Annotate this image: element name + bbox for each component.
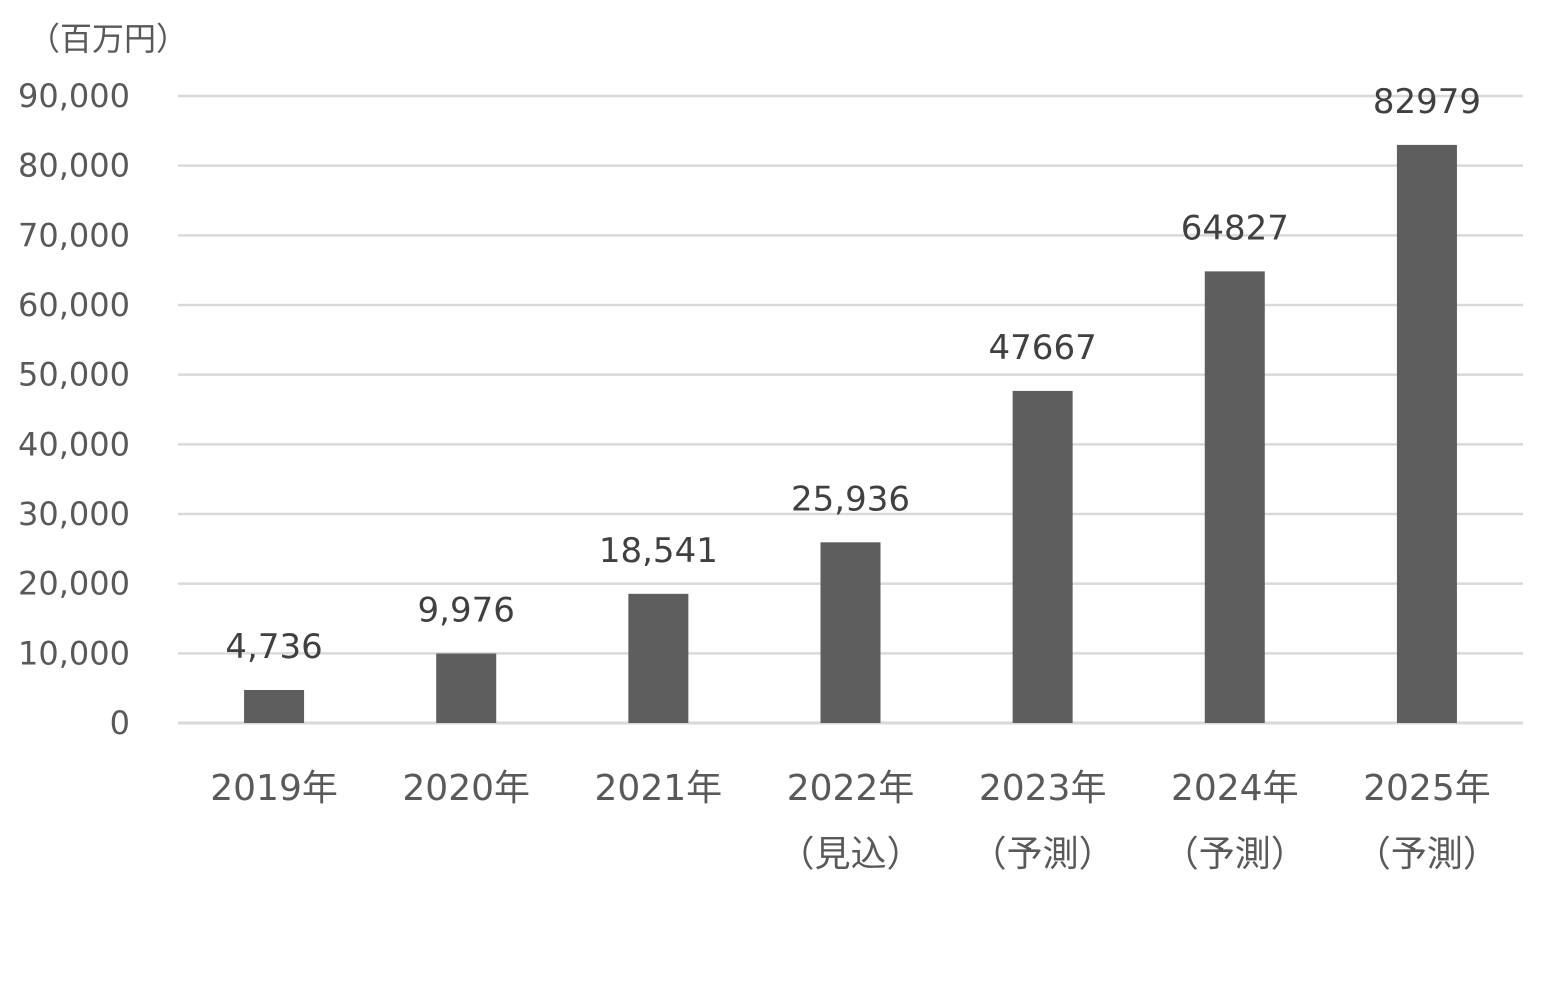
data-label: 9,976 [418, 591, 515, 631]
category-label: 2024年 [1171, 768, 1299, 809]
category-label: 2019年 [210, 768, 338, 809]
data-label: 18,541 [599, 531, 718, 571]
y-tick-label: 20,000 [18, 565, 130, 603]
y-tick-label: 80,000 [18, 147, 130, 185]
y-axis-unit-label: （百万円） [28, 20, 188, 58]
bar [1204, 271, 1265, 723]
gridlines [178, 94, 1523, 725]
category-label: 2020年 [402, 768, 530, 809]
x-axis-categories: 2019年 2020年 2021年 2022年 （見込） 2023年 （予測） 2024年 （予… [210, 768, 1499, 875]
y-tick-label: 40,000 [18, 425, 130, 463]
data-label: 4,736 [225, 627, 322, 667]
bar [820, 542, 881, 723]
y-tick-label: 90,000 [18, 77, 130, 115]
category-sublabel: （見込） [778, 834, 922, 875]
y-tick-label: 0 [110, 704, 130, 742]
y-tick-label: 10,000 [18, 634, 130, 672]
data-label: 47667 [989, 328, 1097, 368]
bars [244, 144, 1457, 723]
category-sublabel: （予測） [971, 834, 1115, 875]
category-label: 2021年 [595, 768, 723, 809]
y-tick-label: 50,000 [18, 356, 130, 394]
category-label: 2022年 [787, 768, 915, 809]
category-sublabel: （予測） [1355, 834, 1499, 875]
category-label: 2025年 [1363, 768, 1491, 809]
data-label: 25,936 [791, 479, 910, 519]
data-label: 64827 [1181, 208, 1289, 248]
category-sublabel: （予測） [1163, 834, 1307, 875]
data-label: 82979 [1373, 82, 1481, 122]
bar [628, 593, 689, 723]
bar [1396, 144, 1457, 723]
bar [1012, 390, 1073, 723]
y-tick-label: 30,000 [18, 495, 130, 533]
data-labels: 4,736 9,976 18,541 25,936 47667 64827 82979 [225, 82, 1481, 667]
bar [436, 653, 497, 723]
y-tick-label: 70,000 [18, 216, 130, 254]
y-axis-ticks: 0 10,000 20,000 30,000 40,000 50,000 60,000 70,… [18, 77, 130, 742]
category-label: 2023年 [979, 768, 1107, 809]
y-tick-label: 60,000 [18, 286, 130, 324]
bar [244, 690, 305, 723]
